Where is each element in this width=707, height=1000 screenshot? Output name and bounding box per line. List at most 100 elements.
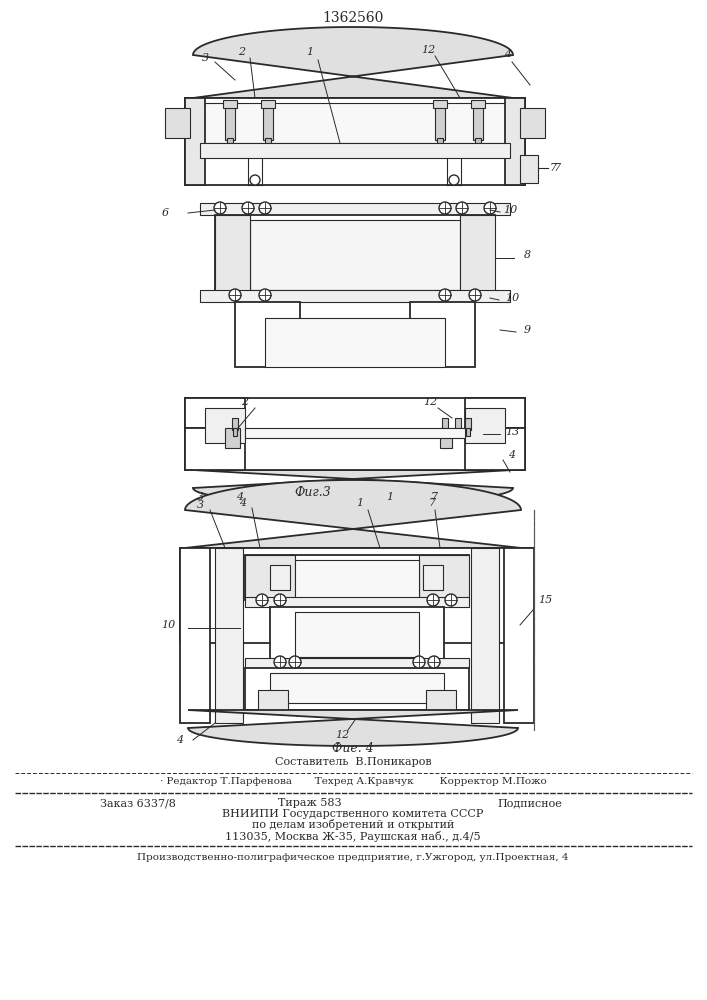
- Bar: [265, 138, 271, 146]
- Text: 2: 2: [241, 397, 249, 407]
- Text: 10: 10: [161, 620, 175, 630]
- Text: 7: 7: [554, 163, 561, 173]
- Bar: [215, 548, 243, 723]
- Bar: [270, 673, 444, 703]
- Bar: [504, 548, 534, 723]
- Circle shape: [449, 175, 459, 185]
- Circle shape: [413, 656, 425, 668]
- Text: 1: 1: [356, 498, 363, 508]
- Text: Подписное: Подписное: [498, 798, 562, 808]
- Bar: [473, 105, 483, 140]
- Bar: [475, 138, 481, 146]
- Text: Тираж 583: Тираж 583: [278, 798, 341, 808]
- Text: 12: 12: [421, 45, 435, 55]
- Bar: [245, 658, 469, 668]
- Bar: [180, 548, 210, 723]
- Bar: [225, 428, 240, 448]
- Bar: [215, 215, 495, 295]
- Bar: [215, 215, 250, 295]
- Bar: [232, 418, 238, 430]
- Bar: [410, 302, 475, 367]
- Text: · Редактор Т.Парфенова       Техред А.Кравчук        Корректор М.Пожо: · Редактор Т.Парфенова Техред А.Кравчук …: [160, 778, 547, 786]
- Bar: [465, 408, 505, 443]
- Text: 12: 12: [423, 397, 437, 407]
- Text: 3: 3: [197, 492, 204, 502]
- Text: 4: 4: [508, 450, 515, 460]
- Bar: [225, 105, 235, 140]
- Circle shape: [456, 202, 468, 214]
- Text: 113035, Москва Ж-35, Раушская наб., д.4/5: 113035, Москва Ж-35, Раушская наб., д.4/…: [226, 830, 481, 842]
- Text: 2: 2: [238, 47, 245, 57]
- Circle shape: [428, 656, 440, 668]
- Bar: [440, 428, 452, 448]
- Bar: [270, 565, 290, 590]
- Polygon shape: [185, 480, 521, 548]
- Bar: [295, 612, 419, 657]
- Bar: [165, 108, 190, 138]
- Bar: [185, 428, 245, 470]
- Bar: [466, 428, 470, 436]
- Bar: [245, 555, 295, 600]
- Bar: [200, 290, 510, 302]
- Bar: [200, 203, 510, 215]
- Text: 13: 13: [505, 427, 519, 437]
- Circle shape: [439, 289, 451, 301]
- Bar: [465, 428, 525, 470]
- Bar: [270, 607, 444, 662]
- Text: 3: 3: [201, 53, 209, 63]
- Circle shape: [445, 594, 457, 606]
- Bar: [185, 398, 525, 470]
- Bar: [471, 100, 485, 108]
- Text: Производственно-полиграфическое предприятие, г.Ужгород, ул.Проектная, 4: Производственно-полиграфическое предприя…: [137, 854, 568, 862]
- Bar: [200, 143, 510, 158]
- Circle shape: [484, 202, 496, 214]
- Bar: [295, 560, 419, 598]
- Bar: [265, 318, 445, 367]
- Bar: [520, 155, 538, 183]
- Text: 12: 12: [335, 730, 349, 740]
- Bar: [258, 690, 288, 710]
- Text: 10: 10: [505, 293, 519, 303]
- Circle shape: [214, 202, 226, 214]
- Text: 8: 8: [523, 250, 530, 260]
- Bar: [443, 428, 447, 436]
- Bar: [426, 690, 456, 710]
- Bar: [465, 418, 471, 430]
- Text: 15: 15: [538, 595, 552, 605]
- Bar: [520, 108, 545, 138]
- Bar: [245, 668, 469, 710]
- Bar: [433, 100, 447, 108]
- Bar: [505, 98, 525, 185]
- Text: 4: 4: [504, 49, 512, 59]
- Bar: [185, 98, 205, 185]
- Circle shape: [274, 594, 286, 606]
- Circle shape: [259, 289, 271, 301]
- Bar: [442, 418, 448, 430]
- Circle shape: [274, 656, 286, 668]
- Bar: [465, 398, 525, 428]
- Text: 1: 1: [306, 47, 314, 57]
- Bar: [233, 428, 237, 436]
- Text: 7: 7: [549, 163, 556, 173]
- Bar: [205, 408, 245, 443]
- Text: 6: 6: [161, 208, 168, 218]
- Bar: [455, 418, 461, 430]
- Text: по делам изобретений и открытий: по делам изобретений и открытий: [252, 820, 454, 830]
- Bar: [223, 100, 237, 108]
- Text: 9: 9: [523, 325, 530, 335]
- Circle shape: [427, 594, 439, 606]
- Text: 1362560: 1362560: [322, 11, 384, 25]
- Circle shape: [229, 289, 241, 301]
- Polygon shape: [188, 710, 518, 746]
- Circle shape: [259, 202, 271, 214]
- Bar: [423, 565, 443, 590]
- Text: 4: 4: [177, 735, 184, 745]
- Text: ВНИИПИ Государственного комитета СССР: ВНИИПИ Государственного комитета СССР: [222, 809, 484, 819]
- Bar: [245, 597, 469, 607]
- Circle shape: [256, 594, 268, 606]
- Text: Составитель  В.Поникаров: Составитель В.Поникаров: [275, 757, 431, 767]
- Text: Фиг.3: Фиг.3: [295, 487, 332, 499]
- Bar: [261, 100, 275, 108]
- Bar: [456, 428, 460, 436]
- Text: Фие. 4: Фие. 4: [332, 742, 374, 754]
